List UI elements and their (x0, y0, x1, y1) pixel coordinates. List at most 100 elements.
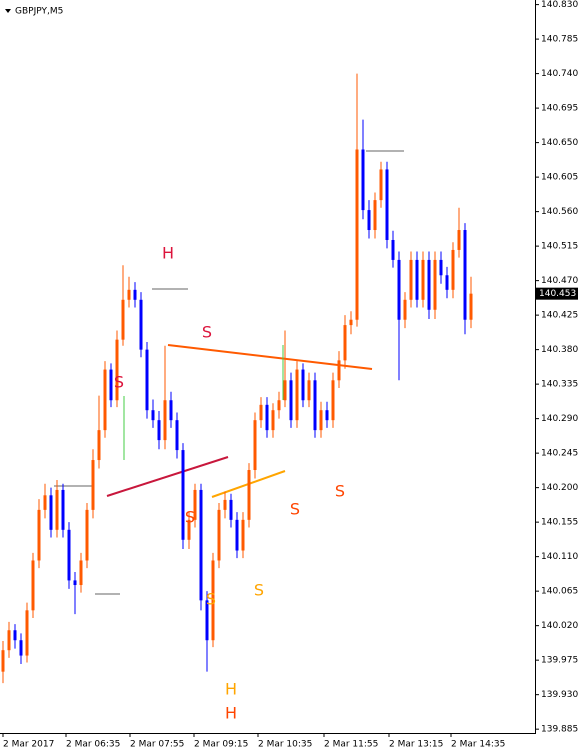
candle-body (457, 230, 461, 250)
dropdown-icon[interactable] (5, 9, 11, 13)
candle-body (169, 400, 173, 421)
candle-body (181, 450, 185, 540)
candle-body (283, 380, 287, 401)
y-tick-label: 140.020 (541, 621, 578, 631)
candle-body (49, 495, 53, 530)
y-tick-label: 140.245 (541, 449, 578, 459)
candle-body (67, 529, 71, 581)
candle-body (415, 259, 419, 300)
candle-body (97, 430, 101, 461)
candle-body (277, 400, 281, 411)
y-tick-label: 140.830 (541, 0, 578, 10)
pattern-label: S (114, 373, 124, 392)
y-tick-label: 140.740 (541, 69, 578, 79)
candle-body (259, 404, 263, 421)
candle-body (127, 289, 131, 300)
candle-body (205, 600, 209, 641)
candle-body (61, 489, 65, 530)
candle-body (43, 495, 47, 510)
pattern-label: S (335, 482, 345, 501)
candle-body (217, 509, 221, 561)
y-tick-label: 140.065 (541, 587, 578, 597)
x-tick-label: 2 Mar 07:55 (130, 740, 184, 750)
candle-body (385, 169, 389, 240)
candle-body (37, 509, 41, 561)
y-tick-label: 140.650 (541, 138, 578, 148)
y-tick-label: 140.110 (541, 552, 578, 562)
y-tick-label: 140.425 (541, 311, 578, 321)
candle-body (337, 360, 341, 381)
candle-body (421, 259, 425, 300)
candle-body (331, 380, 335, 421)
y-tick-label: 140.470 (541, 276, 578, 286)
candle-body (241, 519, 245, 551)
candle-body (295, 369, 299, 421)
candle-body (463, 230, 467, 320)
pattern-label: S (290, 500, 300, 519)
candles (1, 73, 473, 684)
candle-body (175, 420, 179, 451)
candle-body (469, 293, 473, 320)
x-tick-label: 2 Mar 14:35 (451, 740, 505, 750)
candle-body (289, 380, 293, 421)
y-tick-label: 140.200 (541, 483, 578, 493)
candle-body (163, 400, 167, 441)
candle-body (361, 149, 365, 211)
candle-body (403, 299, 407, 320)
y-tick-label: 140.785 (541, 35, 578, 45)
candle-body (313, 380, 317, 431)
candle-body (7, 630, 11, 651)
candle-body (187, 519, 191, 540)
pattern-label: S (202, 323, 212, 342)
y-tick-label: 139.930 (541, 690, 578, 700)
candle-body (451, 249, 455, 290)
candle-body (271, 410, 275, 431)
candle-body (367, 210, 371, 231)
candle-body (31, 560, 35, 611)
y-tick-label: 140.380 (541, 345, 578, 355)
candle-body (223, 499, 227, 510)
candle-body (55, 489, 59, 530)
pattern-label: H (162, 244, 174, 263)
pattern-label: S (185, 508, 195, 527)
candle-body (397, 259, 401, 320)
y-tick-label: 140.695 (541, 104, 578, 114)
candle-body (439, 259, 443, 276)
current-price-box (536, 287, 578, 300)
candle-body (73, 580, 77, 586)
x-tick-label: 2 Mar 2017 (3, 740, 54, 750)
candle-body (301, 369, 305, 401)
candle-body (265, 404, 269, 431)
y-tick-label: 140.290 (541, 414, 578, 424)
candle-body (1, 650, 5, 672)
y-tick-label: 140.515 (541, 242, 578, 252)
candle-body (13, 630, 17, 641)
candle-body (229, 499, 233, 520)
trend-line (106, 456, 229, 497)
current-price-label: 140.453 (539, 289, 576, 299)
candle-body (157, 420, 161, 441)
x-tick-label: 2 Mar 09:15 (194, 740, 248, 750)
y-tick-label: 139.975 (541, 656, 578, 666)
candle-body (133, 289, 137, 300)
pattern-label: H (225, 704, 237, 723)
candle-body (319, 410, 323, 431)
x-tick-label: 2 Mar 10:35 (258, 740, 312, 750)
candle-body (115, 339, 119, 401)
candle-body (235, 519, 239, 551)
pattern-label: S (254, 581, 264, 600)
candle-body (247, 470, 251, 520)
candle-body (409, 259, 413, 300)
candle-body (307, 380, 311, 401)
candle-body (325, 410, 329, 421)
candle-body (355, 149, 359, 320)
y-tick-label: 140.605 (541, 173, 578, 183)
pattern-label: H (225, 680, 237, 699)
candle-body (19, 640, 23, 656)
candle-body (343, 325, 347, 361)
candle-body (79, 560, 83, 586)
y-tick-label: 139.885 (541, 725, 578, 735)
